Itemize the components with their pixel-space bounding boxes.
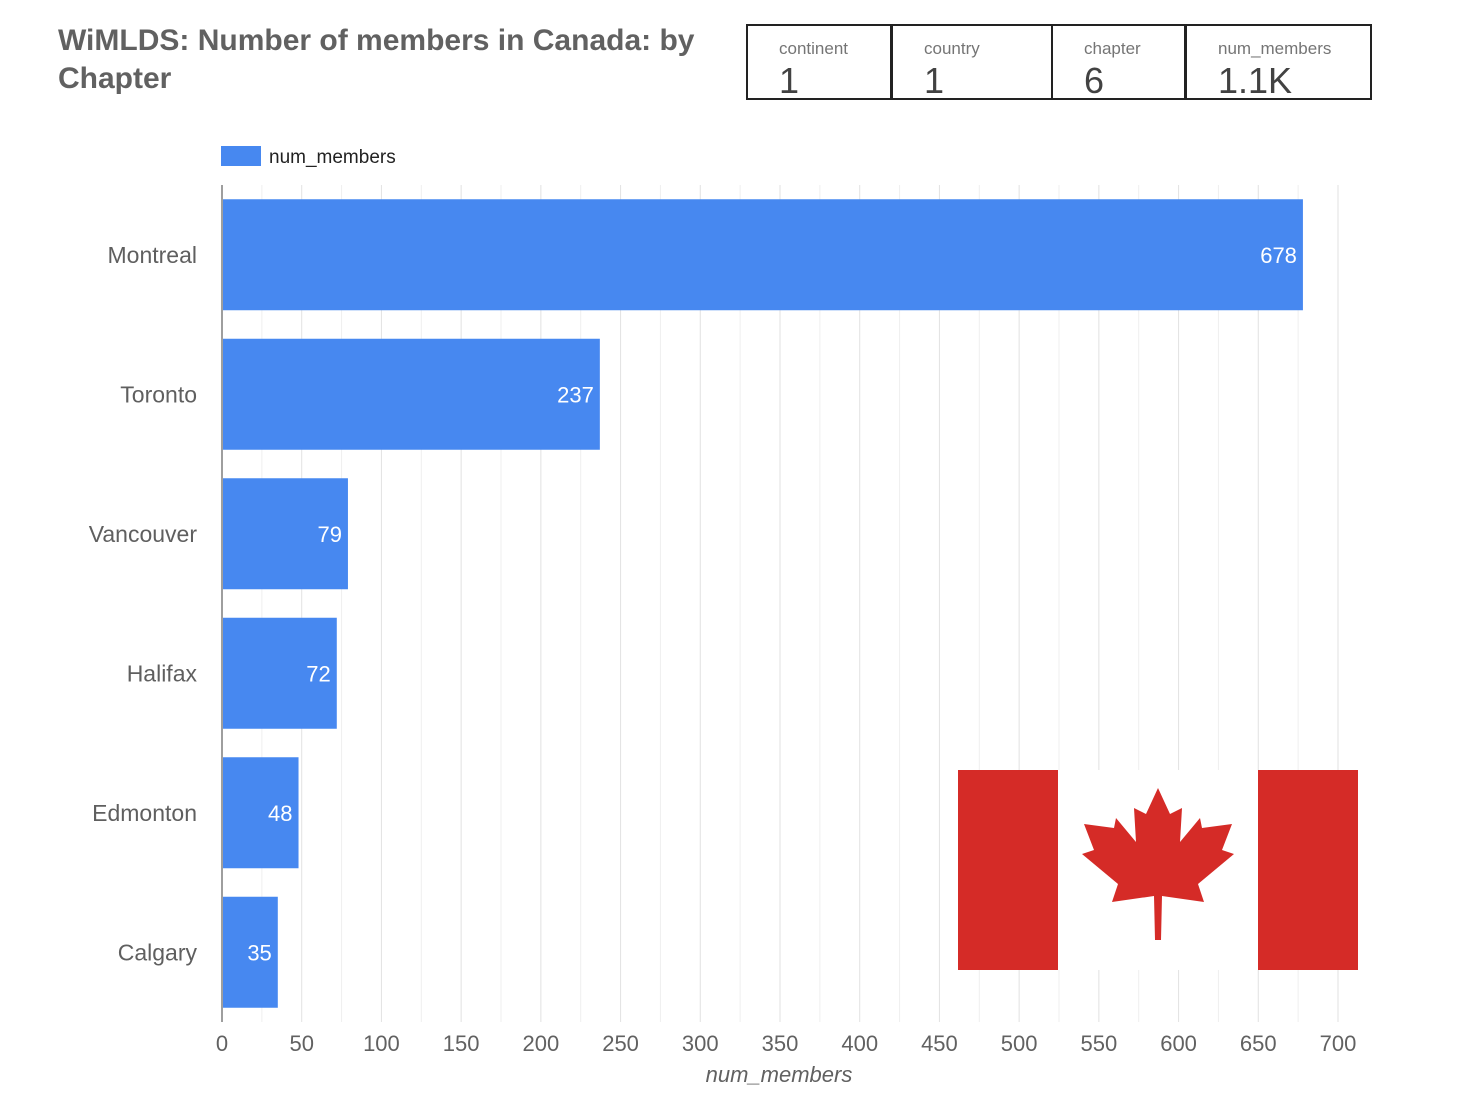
flag-left-bar — [958, 770, 1058, 970]
bar-toronto[interactable] — [222, 338, 600, 450]
bars: Montreal 678 Toronto 237 Vancouver 79 Halifax 7… — [89, 199, 1303, 1008]
x-tick-label: 300 — [682, 1031, 719, 1056]
x-axis-title: num_members — [706, 1062, 853, 1087]
maple-leaf-icon — [1082, 788, 1234, 940]
flag-right-bar — [1258, 770, 1358, 970]
x-tick-label: 200 — [522, 1031, 559, 1056]
category-label: Halifax — [127, 660, 198, 686]
chart-title: WiMLDS: Number of members in Canada: by … — [58, 24, 695, 95]
data-label: 35 — [247, 940, 271, 965]
bar-halifax[interactable] — [222, 617, 337, 729]
legend[interactable]: num_members — [221, 146, 396, 168]
legend-label: num_members — [269, 147, 396, 168]
x-tick-label: 450 — [921, 1031, 958, 1056]
scorecard-label: chapter — [1084, 39, 1141, 58]
axes: 0 50 100 150 200 250 300 350 400 450 500 550 600 650 7… — [216, 185, 1356, 1056]
data-label: 79 — [317, 522, 341, 547]
category-label: Edmonton — [92, 800, 197, 826]
canada-flag-image — [958, 770, 1358, 970]
legend-swatch — [221, 146, 261, 166]
scorecard-continent[interactable]: continent 1 — [746, 24, 892, 101]
x-tick-label: 500 — [1001, 1031, 1038, 1056]
scorecard-value: 6 — [1084, 60, 1105, 101]
x-tick-label: 100 — [363, 1031, 400, 1056]
data-label: 48 — [268, 801, 292, 826]
x-tick-label: 350 — [762, 1031, 799, 1056]
scorecard-value: 1 — [924, 60, 945, 101]
bar-montreal[interactable] — [222, 199, 1303, 311]
x-tick-label: 150 — [443, 1031, 480, 1056]
x-tick-label: 250 — [602, 1031, 639, 1056]
x-tick-label: 0 — [216, 1031, 228, 1056]
scorecard-chapter[interactable]: chapter 6 — [1051, 24, 1186, 101]
data-label: 678 — [1260, 243, 1297, 268]
x-tick-label: 50 — [289, 1031, 313, 1056]
scorecard-label: continent — [779, 39, 848, 58]
x-tick-label: 700 — [1320, 1031, 1357, 1056]
data-label: 237 — [557, 382, 594, 407]
bar-edmonton[interactable] — [222, 757, 299, 869]
x-tick-label: 550 — [1080, 1031, 1117, 1056]
category-label: Toronto — [120, 381, 197, 407]
bar-vancouver[interactable] — [222, 478, 348, 590]
category-label: Montreal — [108, 242, 197, 268]
scorecard-value: 1.1K — [1218, 60, 1293, 101]
category-label: Vancouver — [89, 521, 198, 547]
bar-calgary[interactable] — [222, 896, 278, 1008]
x-tick-label: 650 — [1240, 1031, 1277, 1056]
scorecard-num-members[interactable]: num_members 1.1K — [1185, 24, 1372, 101]
x-tick-label: 600 — [1160, 1031, 1197, 1056]
scorecard-country[interactable]: country 1 — [891, 24, 1053, 101]
category-label: Calgary — [118, 939, 198, 965]
x-tick-label: 400 — [841, 1031, 878, 1056]
scorecard-label: country — [924, 39, 980, 58]
data-label: 72 — [306, 661, 330, 686]
scorecard-value: 1 — [779, 60, 800, 101]
scorecard-label: num_members — [1218, 39, 1332, 58]
